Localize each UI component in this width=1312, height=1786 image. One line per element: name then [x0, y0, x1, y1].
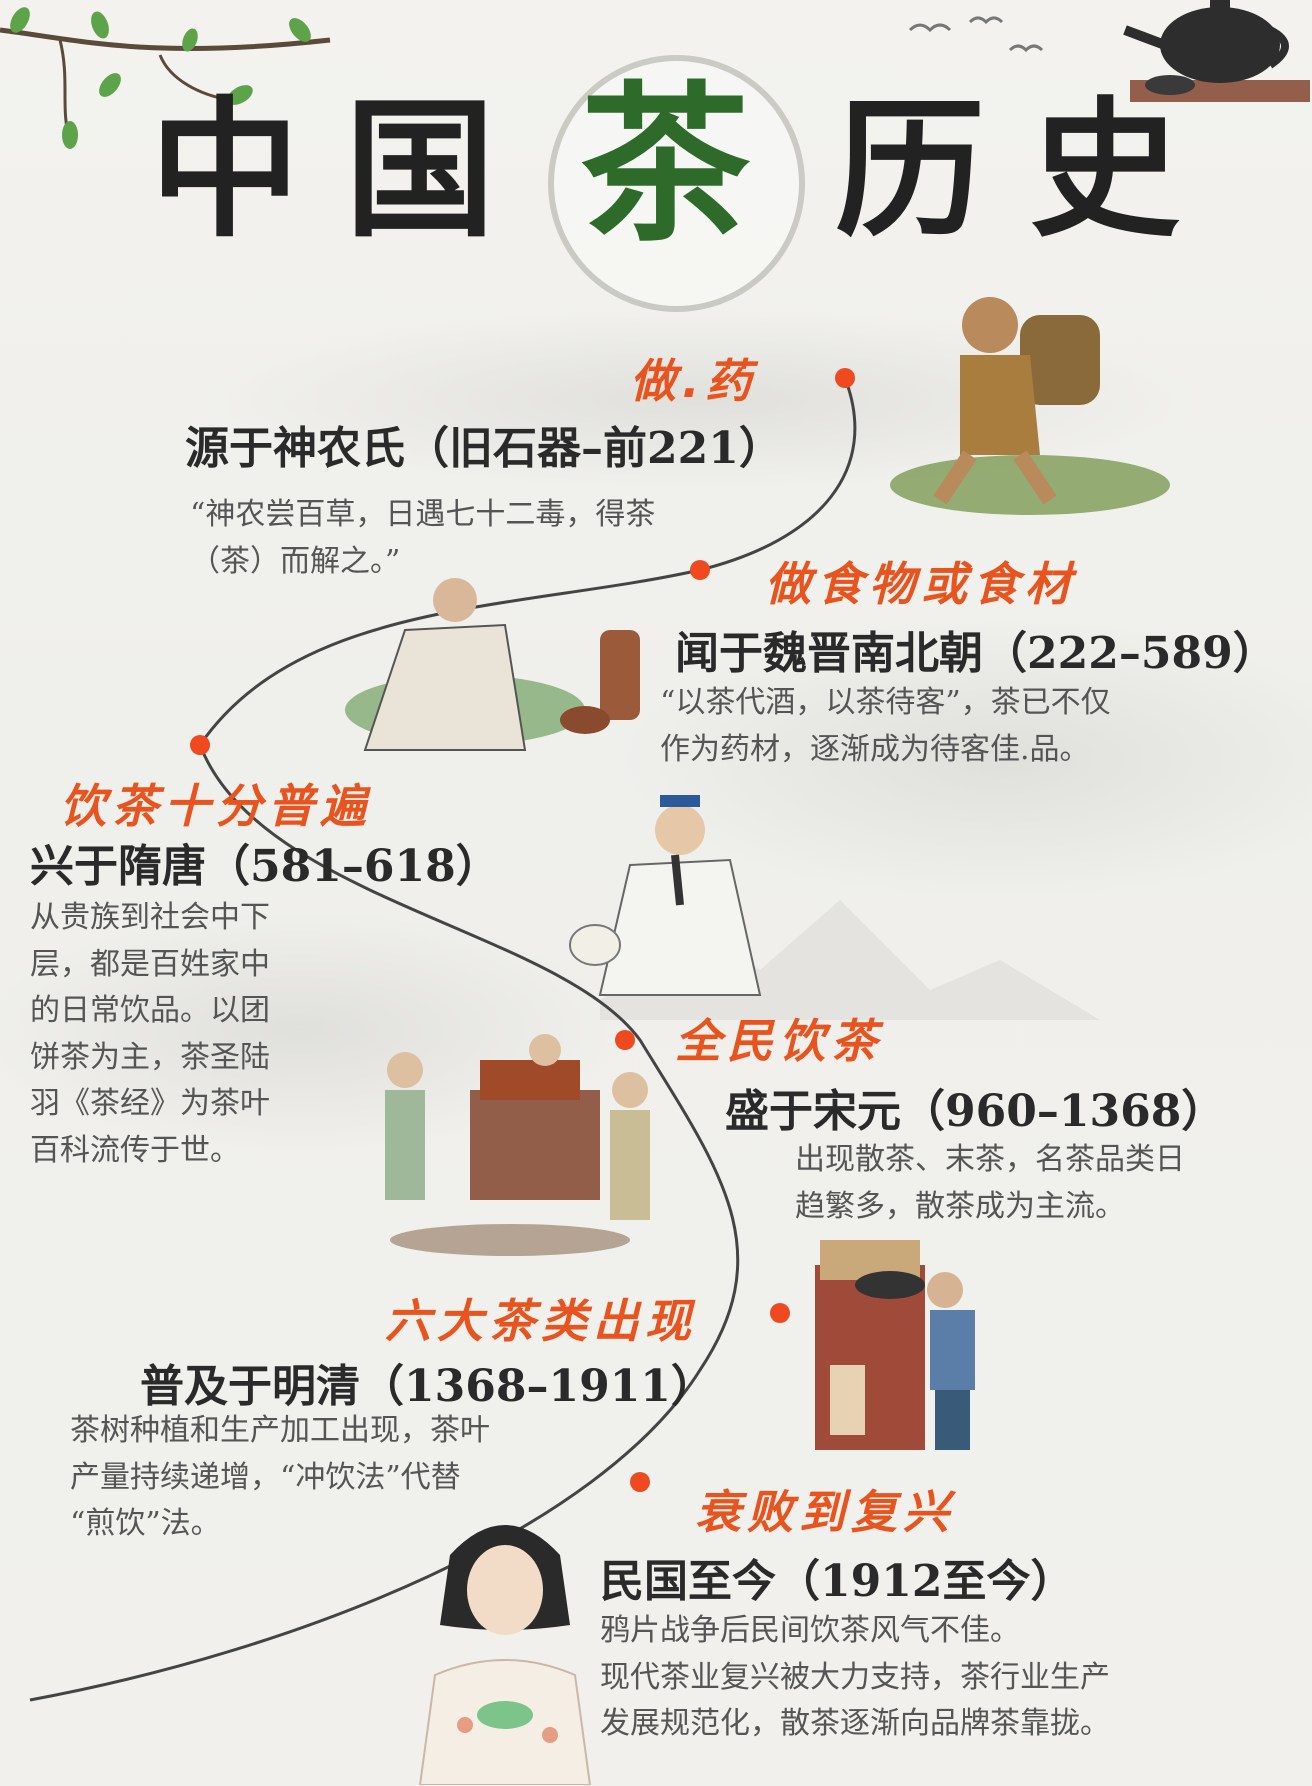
era-description: 从贵族到社会中下 层，都是百姓家中 的日常饮品。以团 饼茶为主，茶圣陆 羽《茶经… [30, 900, 270, 1168]
era-tag: 全民饮茶 [675, 1014, 883, 1068]
era-description: 鸦片战争后民间饮茶风气不佳。 现代茶业复兴被大力支持，茶行业生产 发展规范化，散… [600, 1613, 1110, 1741]
era-description: “神农尝百草，日遇七十二毒，得茶 （茶）而解之。” [190, 497, 656, 579]
birds-icon [908, 16, 1044, 53]
title-char-2: 国 [345, 82, 496, 258]
era-tag: 六大茶类出现 [385, 1294, 697, 1348]
title-char-tea: 茶 [580, 65, 751, 265]
timeline-dot [630, 1472, 650, 1492]
era-description: 出现散茶、末茶，名茶品类日 趋繁多，散茶成为主流。 [795, 1142, 1185, 1224]
era-title: 民国至今（1912至今） [600, 1556, 1075, 1607]
era-title: 盛于宋元（960–1368） [725, 1086, 1226, 1137]
market-illustration [385, 1034, 650, 1256]
era-title: 兴于隋唐（581–618） [30, 841, 500, 892]
title-emblem-ring [548, 55, 805, 312]
era-description: 茶树种植和生产加工出现，茶叶 产量持续递增，“冲饮法”代替 “煎饮”法。 [70, 1413, 490, 1541]
era-description: “以茶代酒，以茶待客”，茶已不仅 作为药材，逐渐成为待客佳.品。 [660, 685, 1111, 767]
era-tag: 做食物或食材 [765, 557, 1077, 611]
title-char-5: 史 [1030, 82, 1181, 258]
era-title: 闻于魏晋南北朝（222–589） [675, 628, 1277, 679]
era-tag: 做.药 [630, 354, 758, 408]
teapot-icon [1123, 0, 1310, 102]
era-title: 源于神农氏（旧石器–前221） [185, 423, 783, 474]
era-title: 普及于明清（1368–1911） [140, 1361, 715, 1412]
timeline-dot [835, 368, 855, 388]
stove-illustration [815, 1240, 975, 1450]
scholar-illustration [345, 578, 640, 751]
timeline-dot [690, 560, 710, 580]
timeline-dot [615, 1030, 635, 1050]
title-char-1: 中 [150, 82, 301, 258]
tang-scholar-illustration [569, 795, 762, 996]
timeline-dot [770, 1303, 790, 1323]
era-tag: 衰败到复兴 [695, 1485, 955, 1539]
timeline-dot [190, 735, 210, 755]
shennong-illustration [890, 297, 1170, 515]
title-char-4: 历 [835, 82, 986, 258]
era-tag: 饮茶十分普遍 [60, 779, 372, 833]
branch-icon [0, 7, 331, 149]
lady-tea-illustration [418, 1525, 592, 1785]
